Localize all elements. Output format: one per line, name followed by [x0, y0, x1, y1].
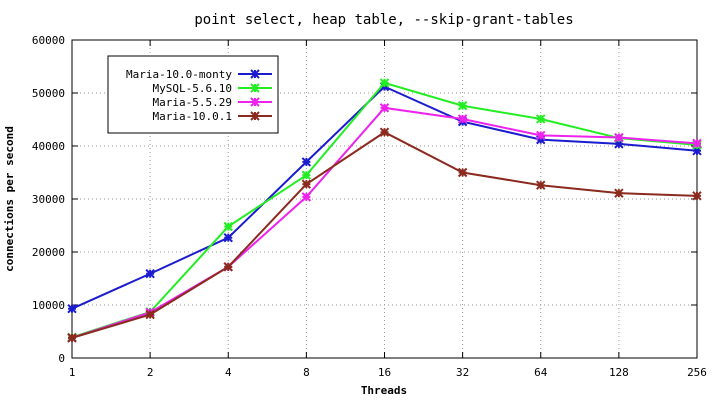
- x-tick-label: 64: [534, 366, 548, 379]
- data-point-maria-10-0-1: [223, 262, 233, 272]
- data-point-maria-10-0-monty: [67, 304, 77, 314]
- y-tick-label: 50000: [32, 87, 65, 100]
- legend-label-maria-10-0-1: Maria-10.0.1: [153, 110, 232, 123]
- chart-title: point select, heap table, --skip-grant-t…: [194, 12, 573, 28]
- y-tick-label: 20000: [32, 246, 65, 259]
- x-tick-label: 2: [147, 366, 154, 379]
- legend-marker-mysql-5-6-10: [250, 83, 260, 93]
- data-point-maria-5-5-29: [301, 192, 312, 202]
- x-axis: 1 2 4 8 16 32 64 128 256: [69, 40, 707, 379]
- legend-label-mysql-5-6-10: MySQL-5.6.10: [153, 82, 232, 95]
- legend-label-maria-10-0-monty: Maria-10.0-monty: [126, 68, 232, 81]
- legend-marker-maria-5-5-29: [250, 97, 260, 107]
- x-tick-label: 1: [69, 366, 76, 379]
- x-tick-label: 32: [456, 366, 469, 379]
- data-point-maria-5-5-29: [379, 103, 390, 113]
- data-point-maria-10-0-monty: [223, 232, 233, 243]
- y-tick-label: 0: [58, 352, 65, 365]
- x-tick-label: 256: [687, 366, 707, 379]
- data-point-mysql-5-6-10: [301, 170, 312, 180]
- y-axis-label: connections per second: [3, 126, 16, 272]
- data-point-maria-5-5-29: [614, 132, 624, 143]
- y-tick-label: 10000: [32, 299, 65, 312]
- data-point-maria-5-5-29: [457, 114, 468, 124]
- x-tick-label: 128: [609, 366, 629, 379]
- legend-marker-maria-10-0-1: [250, 111, 260, 121]
- data-point-maria-10-0-1: [536, 180, 546, 190]
- data-point-mysql-5-6-10: [536, 114, 546, 124]
- data-point-maria-10-0-1: [692, 191, 702, 201]
- series-line-maria-10-0-1: [71, 131, 698, 339]
- data-point-maria-10-0-1: [67, 333, 77, 343]
- data-point-mysql-5-6-10: [457, 101, 468, 111]
- y-tick-label: 30000: [32, 193, 65, 206]
- legend-marker-maria-10-0-monty: [250, 69, 260, 79]
- data-point-maria-10-0-monty: [145, 269, 155, 279]
- y-tick-label: 40000: [32, 140, 65, 153]
- data-point-maria-10-0-1: [614, 188, 624, 198]
- legend: Maria-10.0-montyMySQL-5.6.10Maria-5.5.29…: [107, 55, 279, 134]
- x-tick-label: 16: [378, 366, 391, 379]
- legend-label-maria-5-5-29: Maria-5.5.29: [153, 96, 232, 109]
- legend-box: [107, 55, 279, 134]
- data-point-maria-10-0-1: [457, 167, 468, 178]
- data-point-maria-5-5-29: [692, 138, 702, 149]
- data-point-maria-10-0-1: [379, 127, 390, 137]
- data-point-maria-10-0-1: [301, 179, 312, 189]
- y-axis: 0 10000 20000 30000 40000 50000 60000: [32, 34, 697, 365]
- x-axis-label: Threads: [361, 384, 407, 397]
- data-point-mysql-5-6-10: [223, 221, 233, 232]
- x-tick-label: 8: [303, 366, 310, 379]
- x-tick-label: 4: [225, 366, 232, 379]
- data-point-maria-10-0-1: [145, 309, 155, 320]
- data-point-mysql-5-6-10: [379, 78, 390, 88]
- data-point-maria-5-5-29: [536, 130, 546, 141]
- series-layer: [67, 78, 702, 343]
- y-tick-label: 60000: [32, 34, 65, 47]
- data-point-maria-10-0-monty: [301, 157, 312, 167]
